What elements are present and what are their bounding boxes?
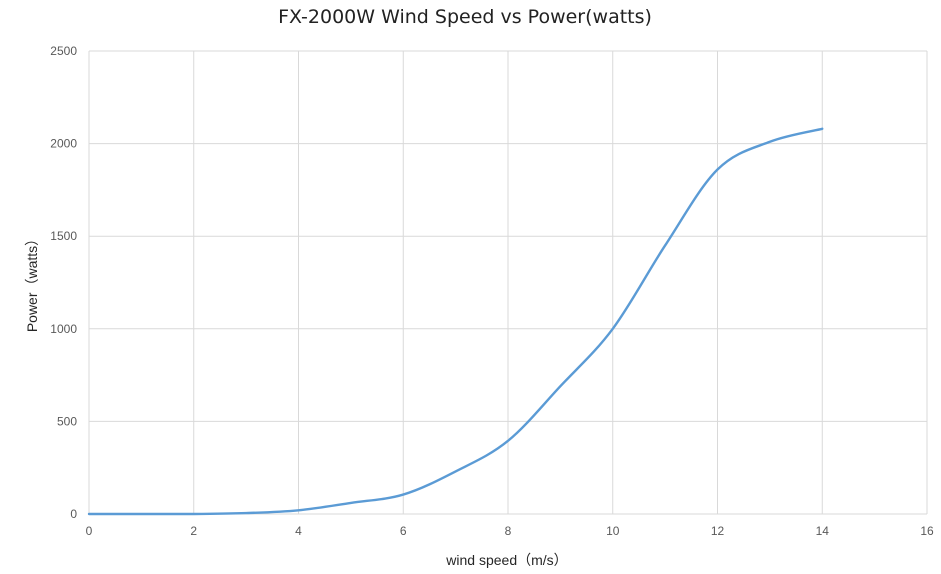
x-tick-label: 0: [86, 524, 93, 538]
x-tick-label: 12: [711, 524, 725, 538]
x-tick-label: 8: [505, 524, 512, 538]
y-tick-label: 2000: [50, 137, 77, 151]
x-tick-label: 2: [190, 524, 197, 538]
y-axis-title: Power（watts）: [24, 232, 40, 332]
y-tick-label: 2500: [50, 44, 77, 58]
series-layer: [87, 127, 824, 516]
chart-title: FX-2000W Wind Speed vs Power(watts): [278, 6, 652, 28]
x-tick-label: 16: [920, 524, 934, 538]
x-tick-label: 14: [816, 524, 830, 538]
x-tick-label: 10: [606, 524, 620, 538]
y-tick-label: 0: [70, 507, 77, 521]
y-tick-label: 1500: [50, 229, 77, 243]
y-tick-label: 500: [57, 414, 77, 428]
grid-lines: [88, 50, 928, 515]
y-tick-label: 1000: [50, 322, 77, 336]
x-tick-label: 4: [295, 524, 302, 538]
tick-labels: 0 2 4 6 8 10 12 14 16 0 500 1000 1500 2000 2500: [50, 44, 934, 538]
power-curve-line: [87, 127, 824, 516]
x-axis-title: wind speed（m/s）: [445, 552, 567, 568]
x-tick-label: 6: [400, 524, 407, 538]
